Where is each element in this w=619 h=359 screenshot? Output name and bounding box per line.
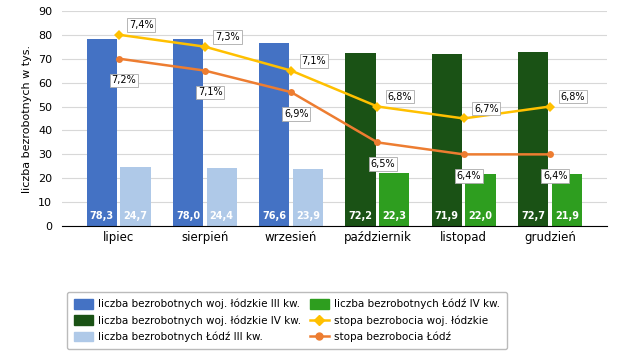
Text: 72,2: 72,2 (348, 211, 373, 222)
Bar (431, 54, 462, 226)
Bar (552, 174, 582, 226)
Bar (259, 43, 290, 226)
Bar (173, 39, 203, 226)
Text: 22,3: 22,3 (382, 211, 406, 222)
Bar (120, 167, 150, 226)
Text: 24,4: 24,4 (210, 211, 234, 222)
Bar (379, 173, 409, 226)
Bar (518, 52, 548, 226)
Text: 6,8%: 6,8% (560, 92, 585, 102)
Text: 6,8%: 6,8% (387, 92, 412, 102)
Text: 7,1%: 7,1% (301, 56, 326, 66)
Bar (293, 169, 323, 226)
Text: 23,9: 23,9 (296, 211, 320, 222)
Text: 6,7%: 6,7% (474, 104, 499, 114)
Text: 76,6: 76,6 (262, 211, 287, 222)
Text: 7,2%: 7,2% (111, 75, 136, 85)
Text: 21,9: 21,9 (555, 211, 579, 222)
Text: 7,4%: 7,4% (129, 20, 154, 30)
Text: 24,7: 24,7 (123, 211, 147, 222)
Text: 72,7: 72,7 (521, 211, 545, 222)
Text: 7,3%: 7,3% (215, 32, 240, 42)
Text: 6,5%: 6,5% (371, 159, 395, 169)
Text: 78,3: 78,3 (90, 211, 114, 222)
Text: 7,1%: 7,1% (198, 87, 223, 97)
Text: 22,0: 22,0 (469, 211, 493, 222)
Text: 78,0: 78,0 (176, 211, 200, 222)
Bar (465, 173, 496, 226)
Text: 6,4%: 6,4% (543, 171, 568, 181)
Bar (345, 53, 376, 226)
Bar (87, 39, 117, 226)
Legend: liczba bezrobotnych woj. łódzkie III kw., liczba bezrobotnych woj. łódzkie IV kw: liczba bezrobotnych woj. łódzkie III kw.… (67, 292, 507, 349)
Text: 71,9: 71,9 (435, 211, 459, 222)
Text: 6,4%: 6,4% (457, 171, 481, 181)
Y-axis label: liczba bezrobotnych w tys.: liczba bezrobotnych w tys. (22, 45, 32, 192)
Text: 6,9%: 6,9% (284, 109, 309, 119)
Bar (207, 168, 237, 226)
